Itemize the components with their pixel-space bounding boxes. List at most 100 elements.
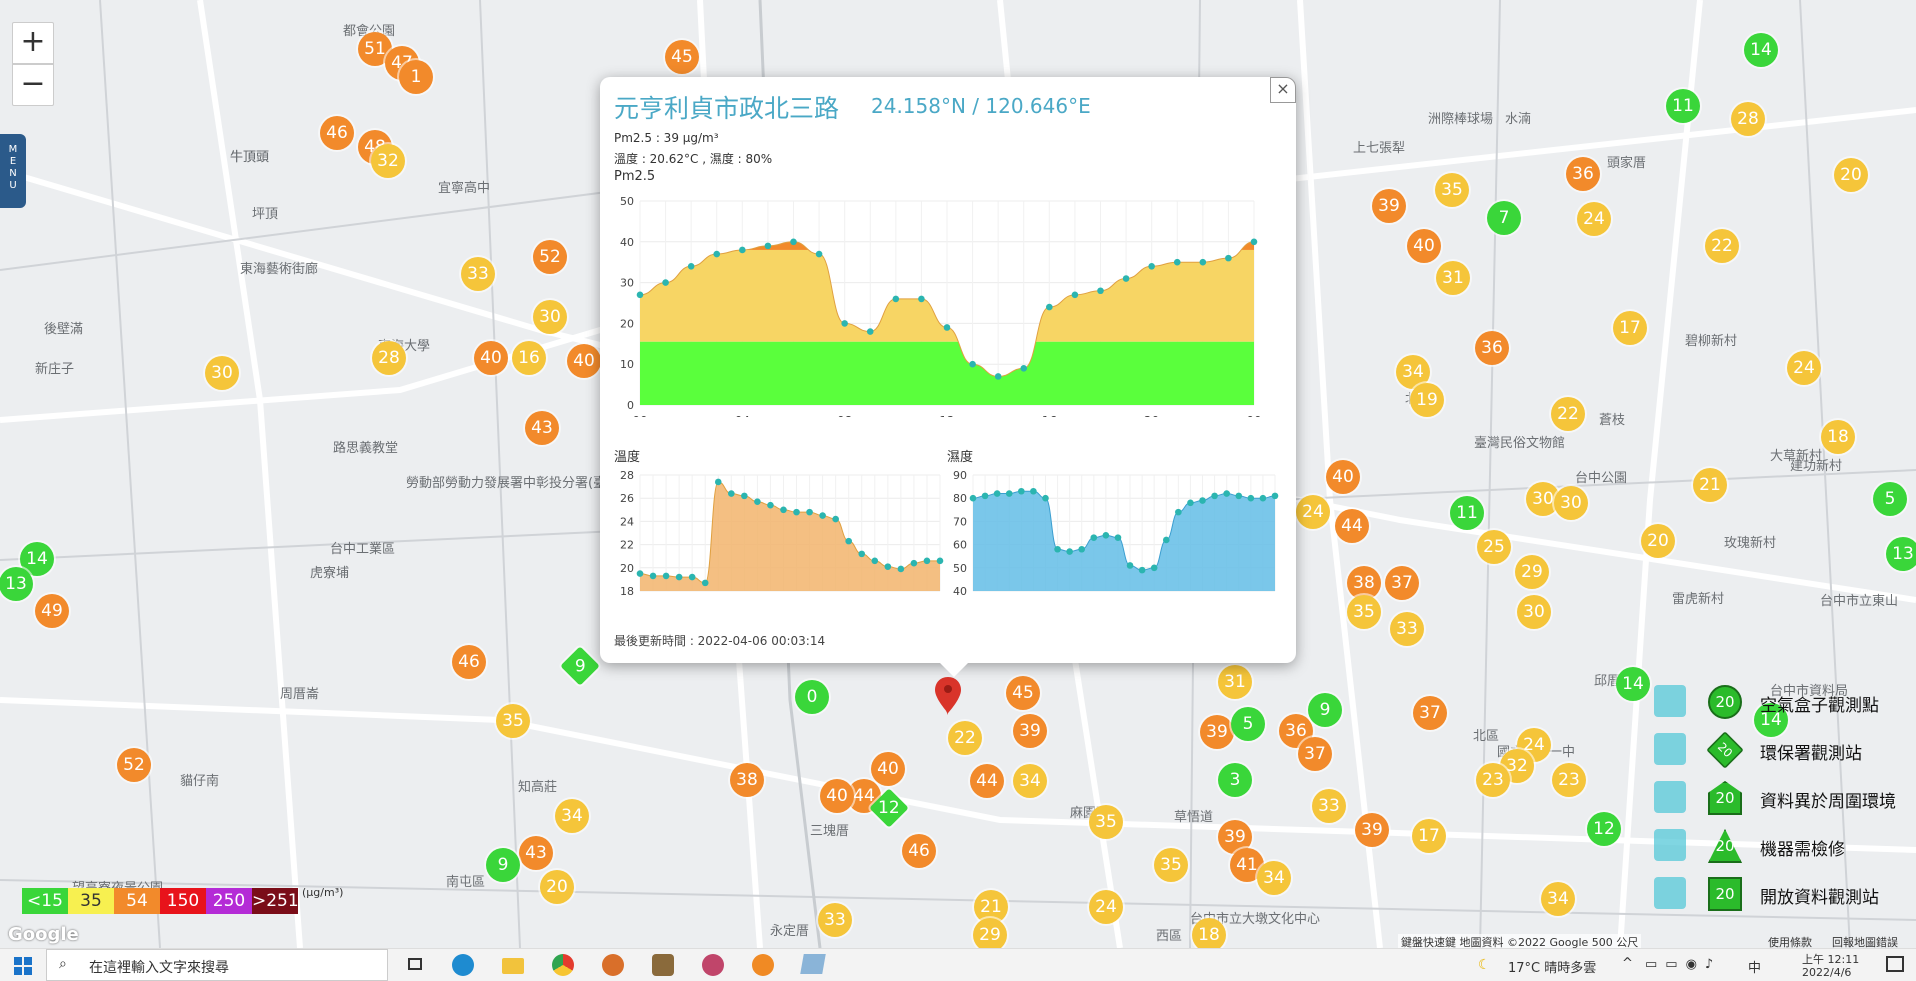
station-marker[interactable]: 44 <box>1335 509 1369 543</box>
station-marker[interactable]: 25 <box>1477 530 1511 564</box>
station-marker[interactable]: 19 <box>1410 383 1444 417</box>
edge-icon[interactable] <box>452 954 476 976</box>
station-marker[interactable]: 14 <box>1616 667 1650 701</box>
station-marker[interactable]: 40 <box>567 344 601 378</box>
station-marker[interactable]: 1 <box>399 60 433 94</box>
station-marker[interactable]: 45 <box>665 40 699 74</box>
app-icon-1[interactable] <box>602 954 626 976</box>
clock-date[interactable]: 2022/4/6 <box>1802 966 1852 979</box>
station-marker[interactable]: 39 <box>1013 714 1047 748</box>
station-marker[interactable]: 40 <box>474 341 508 375</box>
station-marker[interactable]: 32 <box>371 144 405 178</box>
station-marker[interactable]: 41 <box>1230 848 1264 882</box>
close-button[interactable]: × <box>1270 77 1296 103</box>
station-marker[interactable]: 46 <box>902 834 936 868</box>
zoom-in-button[interactable]: + <box>12 22 54 64</box>
station-marker[interactable]: 11 <box>1450 496 1484 530</box>
station-marker[interactable]: 20 <box>1834 158 1868 192</box>
station-marker[interactable]: 20 <box>1641 524 1675 558</box>
station-marker[interactable]: 33 <box>1312 789 1346 823</box>
station-marker[interactable]: 40 <box>1326 460 1360 494</box>
station-marker[interactable]: 21 <box>1693 468 1727 502</box>
station-marker[interactable]: 13 <box>0 567 33 601</box>
station-marker[interactable]: 36 <box>1475 331 1509 365</box>
station-marker[interactable]: 40 <box>871 752 905 786</box>
station-marker[interactable]: 29 <box>1515 555 1549 589</box>
station-marker[interactable]: 14 <box>1744 33 1778 67</box>
station-marker[interactable]: 39 <box>1355 813 1389 847</box>
station-marker[interactable]: 37 <box>1413 696 1447 730</box>
task-view-icon[interactable] <box>404 954 428 976</box>
station-marker[interactable]: 35 <box>1435 173 1469 207</box>
station-marker[interactable]: 31 <box>1218 665 1252 699</box>
blender-icon[interactable] <box>752 954 776 976</box>
station-marker[interactable]: 39 <box>1218 820 1252 854</box>
station-marker[interactable]: 12 <box>1587 812 1621 846</box>
station-marker[interactable]: 24 <box>1089 890 1123 924</box>
station-marker[interactable]: 38 <box>1347 566 1381 600</box>
selected-location-pin[interactable] <box>935 677 961 713</box>
ime-indicator[interactable]: 中 <box>1748 961 1762 976</box>
report-map-error-link[interactable]: 回報地圖錯誤 <box>1832 936 1898 948</box>
station-marker[interactable]: 45 <box>1006 676 1040 710</box>
windows-start-icon[interactable] <box>14 957 32 975</box>
file-explorer-icon[interactable] <box>502 954 526 976</box>
station-marker[interactable]: 35 <box>496 704 530 738</box>
station-marker[interactable]: 46 <box>452 645 486 679</box>
station-marker[interactable]: 23 <box>1476 763 1510 797</box>
station-marker[interactable]: 18 <box>1821 420 1855 454</box>
station-marker[interactable]: 30 <box>205 356 239 390</box>
tray-chevron-icon[interactable]: ^ <box>1622 956 1633 971</box>
map-canvas[interactable]: 都會公園 牛頂頭 坪頂 東海藝術街廊 後壁滿 新庄子 東海大學 路思義教堂 勞動部勞動力發展署中… <box>0 0 1916 948</box>
system-tray-icons[interactable]: ▭▭◉♪ <box>1645 957 1722 972</box>
station-marker[interactable]: 20 <box>540 870 574 904</box>
station-marker[interactable]: 37 <box>1298 737 1332 771</box>
station-marker[interactable]: 17 <box>1412 819 1446 853</box>
station-marker[interactable]: 24 <box>1787 351 1821 385</box>
station-marker[interactable]: 30 <box>533 300 567 334</box>
station-marker[interactable]: 16 <box>512 341 546 375</box>
app-icon-2[interactable] <box>652 954 676 976</box>
station-marker[interactable]: 34 <box>1013 764 1047 798</box>
station-marker[interactable]: 17 <box>1613 311 1647 345</box>
station-marker[interactable]: 30 <box>1517 595 1551 629</box>
notification-icon[interactable] <box>1886 956 1904 972</box>
station-marker[interactable]: 11 <box>1666 89 1700 123</box>
station-marker[interactable]: 36 <box>1566 157 1600 191</box>
station-marker[interactable]: 35 <box>1154 848 1188 882</box>
clock-time[interactable]: 上午 12:11 <box>1802 953 1860 966</box>
station-marker[interactable]: 52 <box>533 240 567 274</box>
station-marker[interactable]: 33 <box>818 903 852 937</box>
station-marker[interactable]: 3 <box>1218 763 1252 797</box>
taskbar-search-box[interactable]: ⌕ 在這裡輸入文字來搜尋 <box>46 949 388 981</box>
station-marker[interactable]: 24 <box>1577 202 1611 236</box>
station-marker[interactable]: 43 <box>525 411 559 445</box>
station-marker[interactable]: 33 <box>461 257 495 291</box>
station-marker[interactable]: 30 <box>1554 486 1588 520</box>
chrome-icon[interactable] <box>552 954 576 976</box>
station-marker[interactable]: 40 <box>820 779 854 813</box>
station-marker[interactable]: 39 <box>1200 715 1234 749</box>
station-marker[interactable]: 52 <box>117 748 151 782</box>
station-marker[interactable]: 22 <box>1705 229 1739 263</box>
station-marker[interactable]: 24 <box>1296 495 1330 529</box>
station-marker[interactable]: 31 <box>1436 261 1470 295</box>
station-marker[interactable]: 13 <box>1886 537 1916 571</box>
station-marker[interactable]: 28 <box>1731 102 1765 136</box>
station-marker[interactable]: 18 <box>1192 918 1226 948</box>
station-marker[interactable]: 51 <box>358 32 392 66</box>
zoom-out-button[interactable]: − <box>12 64 54 106</box>
station-marker[interactable]: 49 <box>35 594 69 628</box>
station-marker[interactable]: 39 <box>1372 189 1406 223</box>
station-marker[interactable]: 35 <box>1347 595 1381 629</box>
station-marker[interactable]: 43 <box>519 836 553 870</box>
station-marker[interactable]: 46 <box>320 116 354 150</box>
station-marker[interactable]: 34 <box>555 799 589 833</box>
station-marker[interactable]: 5 <box>1873 482 1907 516</box>
station-marker[interactable]: 38 <box>730 763 764 797</box>
station-marker[interactable]: 7 <box>1487 201 1521 235</box>
station-marker[interactable]: 0 <box>795 680 829 714</box>
terms-link[interactable]: 使用條款 <box>1768 936 1812 948</box>
app-icon-3[interactable] <box>702 954 726 976</box>
